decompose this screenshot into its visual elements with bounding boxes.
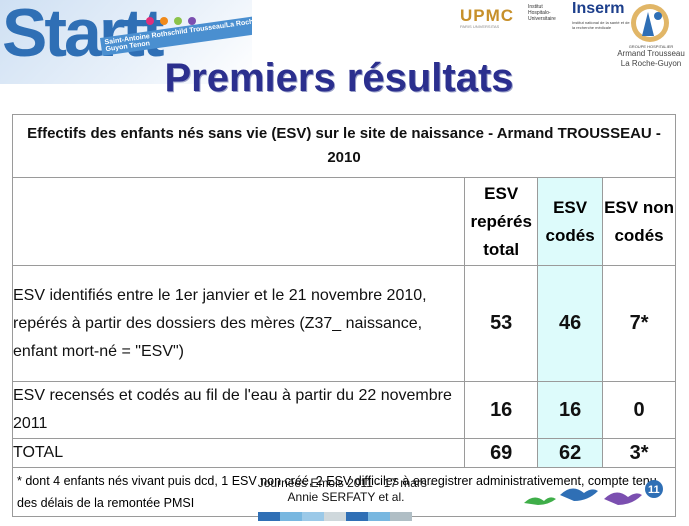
row-total: 69 — [464, 438, 539, 468]
startt-logo: Startt Saint-Antoine Rothschild Troussea… — [0, 0, 252, 84]
page-number: 11 — [648, 484, 660, 496]
footer-line-2: Annie SERFATY et al. — [287, 490, 405, 504]
footer-citation: Journées Emois 2011 - 17 mars - Annie SE… — [246, 476, 446, 504]
header-non-codes: ESV non codés — [602, 177, 676, 266]
table-caption-row: Effectifs des enfants nés sans vie (ESV)… — [12, 114, 676, 178]
table-header-row: ESV repérés total ESV codés ESV non codé… — [11, 177, 676, 266]
logo-dot-purple — [188, 17, 196, 25]
birds-decoration-icon: 11 — [524, 480, 663, 505]
table-row: ESV identifiés entre le 1er janvier et l… — [11, 265, 676, 382]
footer-color-bar — [258, 508, 412, 521]
hospital-name-label: Armand Trousseau La Roche-Guyon — [617, 49, 685, 68]
row-non-codes: 7* — [602, 265, 676, 382]
table-row: ESV recensés et codés au fil de l'eau à … — [11, 381, 676, 439]
row-label: ESV recensés et codés au fil de l'eau à … — [11, 381, 466, 439]
row-codes: 62 — [537, 438, 604, 468]
logo-dot-orange — [160, 17, 168, 25]
hospital-name: GROUPE HOSPITALIER Armand Trousseau La R… — [614, 44, 688, 69]
upmc-logo: UPMC — [460, 6, 515, 25]
footer-line-1: Journées Emois 2011 - 17 mars - — [257, 476, 435, 490]
row-non-codes: 0 — [602, 381, 676, 439]
row-codes: 46 — [537, 265, 604, 382]
table-note: * dont 4 enfants nés vivant puis dcd, 1 … — [12, 467, 676, 517]
table-note-row: * dont 4 enfants nés vivant puis dcd, 1 … — [12, 467, 676, 517]
header-total: ESV repérés total — [464, 177, 539, 266]
row-total: 16 — [464, 381, 539, 439]
results-table: Effectifs des enfants nés sans vie (ESV)… — [11, 114, 676, 517]
row-non-codes: 3* — [602, 438, 676, 468]
institute-logo: Institut Hospitalo-Universitaire — [528, 4, 556, 22]
table-row: TOTAL 69 62 3* — [11, 438, 676, 468]
row-codes: 16 — [537, 381, 604, 439]
slide-title: Premiers résultats — [164, 56, 514, 100]
header-empty-cell — [11, 177, 466, 266]
row-total: 53 — [464, 265, 539, 382]
inserm-logo: Inserm — [572, 0, 625, 17]
logo-dot-green — [174, 17, 182, 25]
hospital-group-label: GROUPE HOSPITALIER — [628, 44, 674, 49]
upmc-subtitle: PARIS UNIVERSITAS — [460, 24, 500, 29]
table-caption: Effectifs des enfants nés sans vie (ESV)… — [12, 114, 676, 178]
logo-dots — [146, 12, 202, 30]
hospital-logo-icon — [631, 4, 669, 42]
logo-dot-pink — [146, 17, 154, 25]
inserm-subtitle: Institut national de la santé et de la r… — [572, 20, 630, 30]
header-codes: ESV codés — [537, 177, 604, 266]
row-label: ESV identifiés entre le 1er janvier et l… — [11, 265, 466, 382]
row-label: TOTAL — [11, 438, 466, 468]
